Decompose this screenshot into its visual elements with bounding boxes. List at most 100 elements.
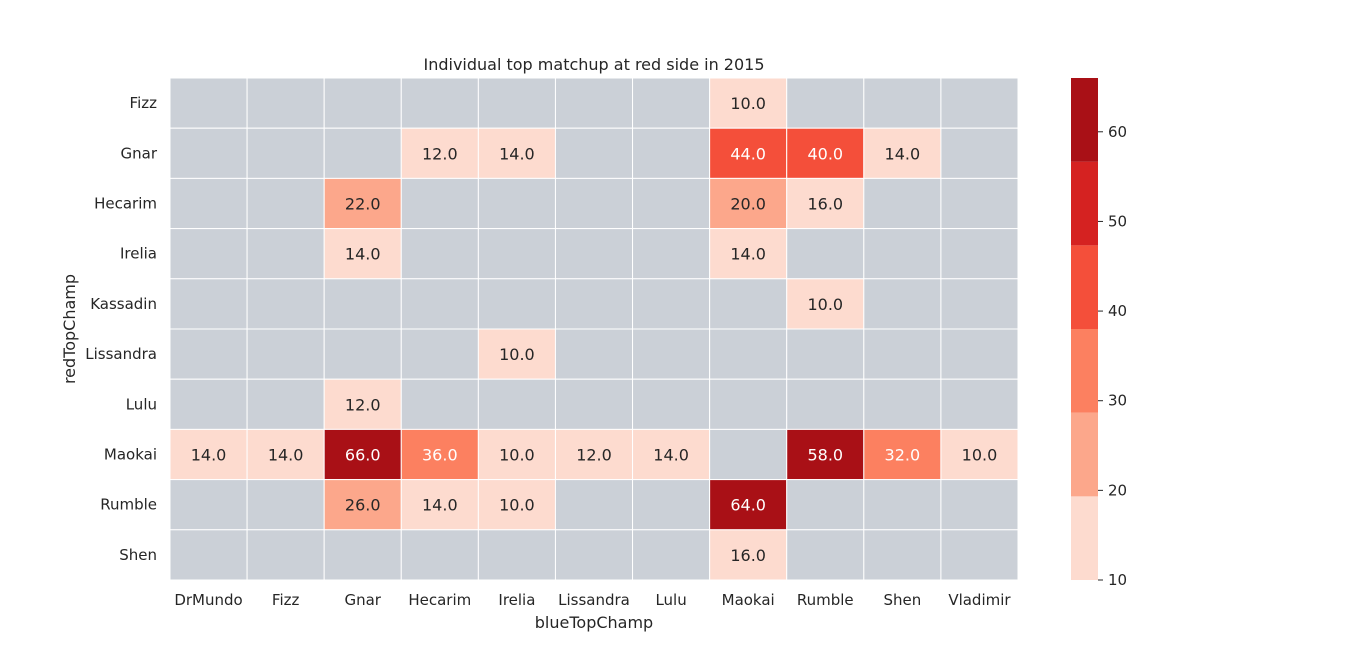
heatmap-cell-lulu-lulu xyxy=(632,378,711,430)
heatmap-cell-rumble-maokai xyxy=(709,479,788,531)
heatmap-cell-fizz-hecarim xyxy=(400,77,479,129)
y-tick-label: Maokai xyxy=(104,446,157,464)
heatmap-cell-shen-gnar xyxy=(323,529,402,581)
y-tick-label: Kassadin xyxy=(90,295,157,313)
heatmap-cell-lulu-fizz xyxy=(246,378,325,430)
y-tick-label: Irelia xyxy=(120,245,157,263)
cell-value-label: 40.0 xyxy=(807,144,843,163)
heatmap-cell-fizz-drmundo xyxy=(169,77,248,129)
heatmap-cell-shen-fizz xyxy=(246,529,325,581)
heatmap-cell-maokai-hecarim xyxy=(400,428,479,481)
heatmap-cell-irelia-hecarim xyxy=(400,228,479,280)
heatmap-cell-maokai-lulu xyxy=(632,428,711,481)
cell-value-label: 64.0 xyxy=(730,496,766,515)
x-axis-ticks: DrMundo Fizz Gnar Hecarim Irelia Lissandra Lul… xyxy=(174,591,1011,609)
colorbar-tick-label: 40 xyxy=(1108,302,1127,320)
colorbar-segment xyxy=(1071,329,1098,413)
heatmap-cell-maokai-lissandra xyxy=(554,428,634,481)
heatmap-cell-hecarim-irelia xyxy=(477,177,556,230)
heatmap-cell-fizz-irelia xyxy=(477,77,556,129)
heatmap-cell-gnar-vladimir xyxy=(940,127,1019,179)
heatmap-cell-shen-irelia xyxy=(477,529,556,581)
heatmap-cell-maokai-irelia xyxy=(477,428,556,481)
heatmap-cell-shen-rumble xyxy=(786,529,865,581)
heatmap-cell-fizz-gnar xyxy=(323,77,402,129)
y-axis-ticks: Fizz Gnar Hecarim Irelia Kassadin Lissandra Lu… xyxy=(85,94,158,564)
cell-value-label: 10.0 xyxy=(499,496,535,515)
heatmap-cell-kassadin-gnar xyxy=(323,278,402,330)
heatmap-cell-hecarim-fizz xyxy=(246,177,325,230)
cell-value-label: 14.0 xyxy=(499,144,535,163)
heatmap-cell-lissandra-fizz xyxy=(246,328,325,380)
cell-value-label: 14.0 xyxy=(885,144,921,163)
heatmap-cell-rumble-irelia xyxy=(477,479,556,531)
heatmap-cell-rumble-fizz xyxy=(246,479,325,531)
heatmap-cell-lissandra-shen xyxy=(863,328,942,380)
heatmap-cell-fizz-maokai xyxy=(709,77,788,129)
colorbar-segment xyxy=(1071,412,1098,497)
heatmap-cells: 10.0 12.0 14.0 44.0 40.0 14.0 22.0 20.0 16.0 14.0… xyxy=(169,77,1019,581)
heatmap-cell-shen-hecarim xyxy=(400,529,479,581)
heatmap-cell-lissandra-lulu xyxy=(632,328,711,380)
cell-value-label: 14.0 xyxy=(345,245,381,264)
heatmap-cell-shen-lulu xyxy=(632,529,711,581)
cell-value-label: 14.0 xyxy=(422,496,458,515)
colorbar-ticks: 10 20 30 40 50 60 xyxy=(1098,123,1127,589)
x-tick-label: Irelia xyxy=(498,591,535,609)
heatmap-cell-irelia-irelia xyxy=(477,228,556,280)
heatmap-cell-lulu-hecarim xyxy=(400,378,479,430)
x-axis-label: blueTopChamp xyxy=(535,613,653,632)
x-tick-label: Fizz xyxy=(272,591,300,609)
heatmap-cell-irelia-fizz xyxy=(246,228,325,280)
heatmap-cell-gnar-hecarim xyxy=(400,127,479,179)
x-tick-label: DrMundo xyxy=(174,591,242,609)
heatmap-cell-lissandra-hecarim xyxy=(400,328,479,380)
heatmap-cell-irelia-vladimir xyxy=(940,228,1019,280)
colorbar-segment xyxy=(1071,245,1098,329)
heatmap-cell-gnar-lulu xyxy=(632,127,711,179)
heatmap-cell-lulu-irelia xyxy=(477,378,556,430)
heatmap-cell-hecarim-lulu xyxy=(632,177,711,230)
heatmap-cell-maokai-rumble xyxy=(786,428,865,481)
heatmap-cell-rumble-shen xyxy=(863,479,942,531)
heatmap-cell-fizz-fizz xyxy=(246,77,325,129)
heatmap-cell-rumble-vladimir xyxy=(940,479,1019,531)
heatmap-cell-lissandra-gnar xyxy=(323,328,402,380)
colorbar-tick-label: 50 xyxy=(1108,212,1127,230)
heatmap-cell-hecarim-shen xyxy=(863,177,942,230)
y-axis-label: redTopChamp xyxy=(60,274,79,384)
heatmap-cell-kassadin-rumble xyxy=(786,278,865,330)
heatmap-cell-kassadin-shen xyxy=(863,278,942,330)
colorbar-tick-label: 20 xyxy=(1108,481,1127,499)
heatmap-cell-lulu-drmundo xyxy=(169,378,248,430)
heatmap-cell-lissandra-rumble xyxy=(786,328,865,380)
cell-value-label: 10.0 xyxy=(807,295,843,314)
heatmap-cell-irelia-shen xyxy=(863,228,942,280)
y-tick-label: Fizz xyxy=(130,94,158,112)
heatmap-cell-kassadin-irelia xyxy=(477,278,556,330)
heatmap-cell-irelia-drmundo xyxy=(169,228,248,280)
heatmap-cell-lulu-maokai xyxy=(709,378,788,430)
x-tick-label: Vladimir xyxy=(948,591,1011,609)
heatmap-cell-lulu-vladimir xyxy=(940,378,1019,430)
heatmap-cell-gnar-gnar xyxy=(323,127,402,179)
cell-value-label: 10.0 xyxy=(499,446,535,465)
heatmap-cell-rumble-lissandra xyxy=(554,479,634,531)
heatmap-cell-lissandra-vladimir xyxy=(940,328,1019,380)
cell-value-label: 66.0 xyxy=(345,446,381,465)
cell-value-label: 32.0 xyxy=(885,446,921,465)
heatmap-cell-rumble-drmundo xyxy=(169,479,248,531)
heatmap-cell-hecarim-vladimir xyxy=(940,177,1019,230)
cell-value-label: 12.0 xyxy=(576,446,612,465)
heatmap-cell-maokai-fizz xyxy=(246,428,325,481)
colorbar-segment xyxy=(1071,161,1098,246)
heatmap-cell-shen-lissandra xyxy=(554,529,634,581)
cell-value-label: 44.0 xyxy=(730,144,766,163)
heatmap-cell-shen-shen xyxy=(863,529,942,581)
heatmap-cell-irelia-lissandra xyxy=(554,228,634,280)
heatmap-cell-lulu-gnar xyxy=(323,378,402,430)
colorbar-tick-label: 60 xyxy=(1108,123,1127,141)
cell-value-label: 58.0 xyxy=(807,446,843,465)
heatmap-cell-gnar-shen xyxy=(863,127,942,179)
colorbar-tick-label: 10 xyxy=(1108,571,1127,589)
